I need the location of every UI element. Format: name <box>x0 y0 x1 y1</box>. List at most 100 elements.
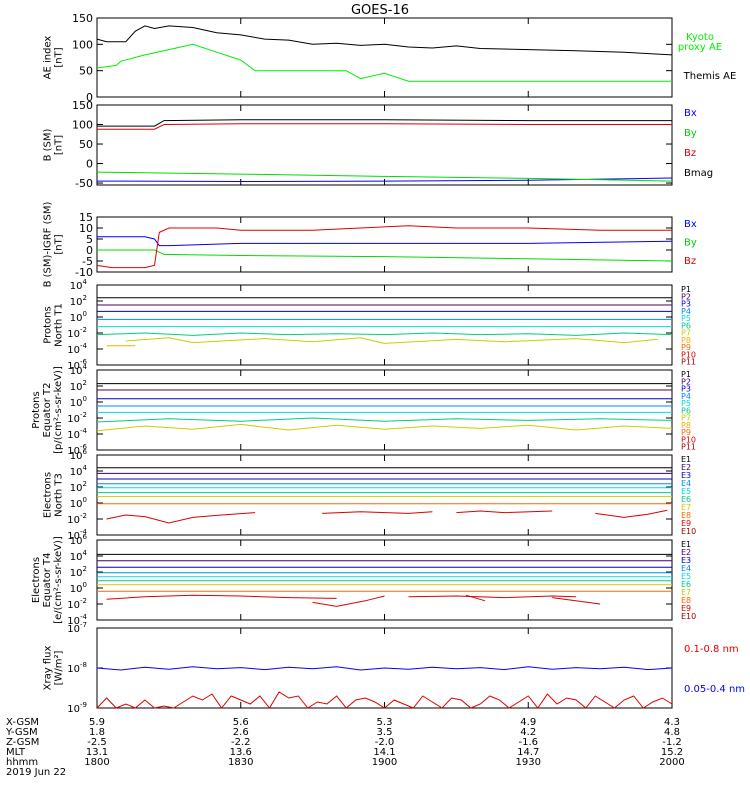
ephemeris-value: 5.3 <box>377 717 393 728</box>
ephemeris-value: 2.6 <box>233 727 249 738</box>
y-tick-label: -50 <box>75 177 93 190</box>
ephemeris-value: 5.9 <box>89 717 105 728</box>
y-tick-label: 5 <box>86 233 93 246</box>
ephemeris-value: 4.3 <box>664 717 680 728</box>
y-tick-label: 100 <box>70 395 87 409</box>
ephemeris-value: -2.0 <box>375 737 395 748</box>
y-tick-exponent: 4 <box>83 278 88 286</box>
y-axis-label: Protons <box>43 306 54 343</box>
y-tick-exponent: 2 <box>83 294 87 302</box>
ephemeris-value: 3.5 <box>377 727 393 738</box>
y-tick-exponent: -2 <box>80 512 87 520</box>
series-label: Bz <box>684 148 696 159</box>
channel-label: E5 <box>681 487 691 496</box>
series-bx <box>97 236 673 247</box>
y-tick-exponent: -7 <box>80 621 87 629</box>
channel-label: E8 <box>681 511 691 520</box>
ephemeris-value: 2000 <box>659 757 684 768</box>
channel-label: E9 <box>681 604 691 613</box>
y-axis-label: [nT] <box>54 47 65 67</box>
y-tick-label: 100 <box>70 310 87 324</box>
ephemeris-value: 1930 <box>516 757 541 768</box>
y-tick-exponent: -4 <box>80 613 88 621</box>
channel-label: E5 <box>681 572 691 581</box>
channel-label: E4 <box>681 479 691 488</box>
y-tick-label: 150 <box>72 99 93 112</box>
y-tick-label: 50 <box>79 138 93 151</box>
ephemeris-value: 5.6 <box>233 717 249 728</box>
series-kyoto-proxy-ae <box>96 43 672 82</box>
y-tick-label: 150 <box>72 12 93 25</box>
channel-label: P2 <box>681 377 691 386</box>
y-tick-label: 10-2 <box>67 326 87 340</box>
y-tick-exponent: -8 <box>80 661 87 669</box>
channel-label: E7 <box>681 588 691 597</box>
y-tick-exponent: 4 <box>83 549 88 557</box>
ephemeris-row-label: MLT <box>6 747 26 758</box>
ephemeris-row-label: X-GSM <box>6 717 39 728</box>
ephemeris-value: -2.2 <box>231 737 251 748</box>
channel-label: E3 <box>681 471 691 480</box>
channel-label: P9 <box>681 343 691 352</box>
y-tick-label: 50 <box>79 65 93 78</box>
y-tick-label: 100 <box>70 496 87 510</box>
channel-label: P9 <box>681 428 691 437</box>
y-tick-exponent: 0 <box>83 310 87 318</box>
channel-label: E3 <box>681 556 691 565</box>
panel-8: 10-9 10-8 10-7 Xray flux [W/m²] 0.1-0.8 nm 0.0… <box>43 621 746 715</box>
channel-label: P4 <box>681 307 691 316</box>
series-e9b <box>312 595 385 607</box>
y-axis-label: Xray flux <box>43 646 54 691</box>
y-tick-exponent: 4 <box>83 363 88 371</box>
series-by <box>96 171 673 182</box>
y-tick-exponent: -4 <box>80 342 88 350</box>
channel-label: E10 <box>681 527 696 536</box>
channel-label: P6 <box>681 321 691 330</box>
series-0-1-0-8-nm <box>96 691 673 709</box>
panel-frame <box>96 284 673 366</box>
channel-label: E2 <box>681 548 691 557</box>
y-tick-exponent: -2 <box>80 326 87 334</box>
y-tick-label: 102 <box>70 480 87 494</box>
y-tick-label: 10-8 <box>67 661 87 675</box>
y-axis-label: [e/(cm²-s-sr-keV)] <box>53 536 64 624</box>
channel-label: E2 <box>681 463 691 472</box>
ephemeris-row-label: Z-GSM <box>6 737 39 748</box>
plot-title: GOES-16 <box>351 3 409 18</box>
series-bz <box>96 225 672 269</box>
y-tick-exponent: 2 <box>83 480 87 488</box>
channel-label: E8 <box>681 596 691 605</box>
y-tick-label: 102 <box>70 294 87 308</box>
series-by <box>97 249 673 262</box>
series-e9e <box>552 597 601 605</box>
y-axis-label: North T1 <box>54 303 65 347</box>
ephemeris-value: 14.7 <box>517 747 539 758</box>
channel-label: P1 <box>681 370 691 379</box>
series-label: 0.05-0.4 nm <box>684 684 745 695</box>
y-tick-label: 104 <box>70 278 88 292</box>
panel-frame <box>96 454 673 536</box>
series-bmag <box>97 119 672 127</box>
y-tick-label: 106 <box>70 448 88 462</box>
series-label: proxy AE <box>678 42 722 53</box>
panel-frame <box>96 539 673 621</box>
ephemeris-value: 13.6 <box>230 747 252 758</box>
ephemeris-value: 13.1 <box>86 747 108 758</box>
channel-label: E6 <box>681 580 691 589</box>
channel-label: P4 <box>681 392 691 401</box>
y-tick-exponent: -2 <box>80 411 87 419</box>
series-e9c <box>408 595 577 599</box>
series-e9 <box>106 512 256 524</box>
y-tick-label: 0 <box>86 158 93 171</box>
y-tick-label: 10-4 <box>67 342 87 356</box>
y-axis-label: AE index <box>43 36 54 80</box>
ephemeris-value: 4.8 <box>664 727 680 738</box>
y-tick-exponent: 2 <box>83 379 87 387</box>
y-tick-exponent: -2 <box>80 597 87 605</box>
y-tick-exponent: -4 <box>80 427 88 435</box>
ephemeris-value: 1830 <box>228 757 253 768</box>
